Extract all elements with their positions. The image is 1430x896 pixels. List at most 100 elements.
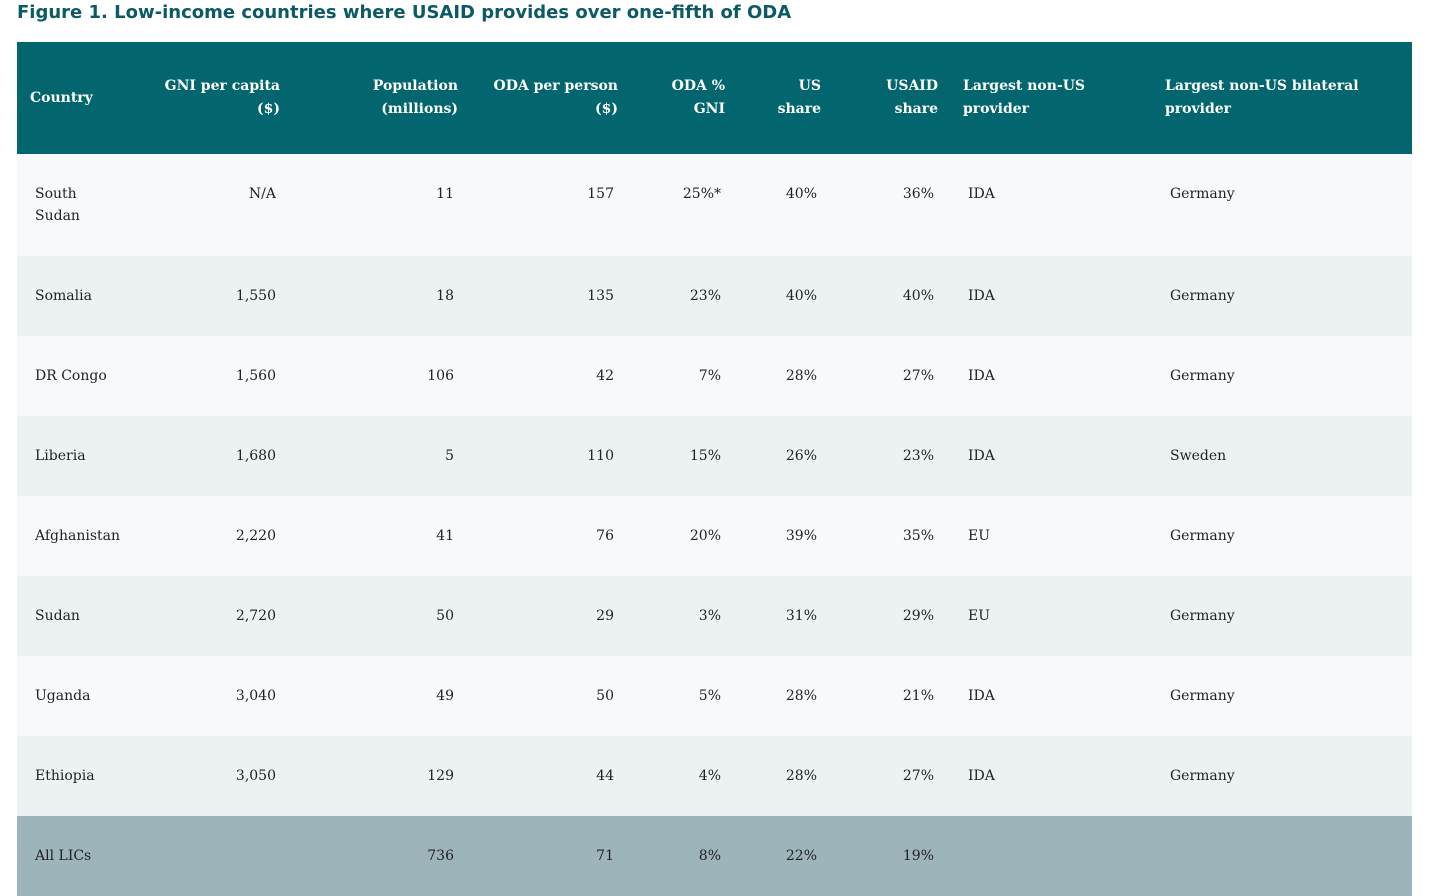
- cell-population: 50: [297, 576, 475, 656]
- cell-oda-person: 71: [475, 816, 635, 896]
- total-row: All LICs 736 71 8% 22% 19%: [17, 816, 1412, 896]
- cell-oda-person: 42: [475, 336, 635, 416]
- cell-non-us: IDA: [950, 256, 1152, 336]
- cell-oda-person: 44: [475, 736, 635, 816]
- cell-gni: 3,040: [155, 656, 297, 736]
- cell-us-share: 31%: [742, 576, 833, 656]
- cell-usaid-share: 23%: [833, 416, 950, 496]
- cell-usaid-share: 40%: [833, 256, 950, 336]
- cell-population: 5: [297, 416, 475, 496]
- cell-gni: 2,720: [155, 576, 297, 656]
- cell-country: Ethiopia: [17, 736, 155, 816]
- header-usaid-share: USAID share: [833, 42, 950, 154]
- cell-oda-gni: 23%: [635, 256, 742, 336]
- cell-non-us-bilateral: Germany: [1152, 154, 1412, 256]
- cell-non-us: IDA: [950, 336, 1152, 416]
- cell-gni: [155, 816, 297, 896]
- cell-oda-person: 29: [475, 576, 635, 656]
- cell-non-us: EU: [950, 496, 1152, 576]
- cell-oda-gni: 8%: [635, 816, 742, 896]
- cell-country: Uganda: [17, 656, 155, 736]
- cell-oda-gni: 15%: [635, 416, 742, 496]
- cell-country: Liberia: [17, 416, 155, 496]
- header-oda-per-person: ODA per person ($): [475, 42, 635, 154]
- cell-country: South Sudan: [17, 154, 155, 256]
- cell-usaid-share: 21%: [833, 656, 950, 736]
- cell-non-us-bilateral: Germany: [1152, 736, 1412, 816]
- cell-usaid-share: 27%: [833, 736, 950, 816]
- cell-country: DR Congo: [17, 336, 155, 416]
- cell-population: 41: [297, 496, 475, 576]
- cell-oda-person: 135: [475, 256, 635, 336]
- cell-oda-gni: 20%: [635, 496, 742, 576]
- cell-usaid-share: 19%: [833, 816, 950, 896]
- cell-country: Afghanistan: [17, 496, 155, 576]
- table-row: Afghanistan 2,220 41 76 20% 39% 35% EU G…: [17, 496, 1412, 576]
- cell-oda-gni: 25%*: [635, 154, 742, 256]
- cell-us-share: 28%: [742, 336, 833, 416]
- header-gni-per-capita: GNI per capita ($): [155, 42, 297, 154]
- figure-title: Figure 1. Low-income countries where USA…: [17, 2, 792, 23]
- table-row: Ethiopia 3,050 129 44 4% 28% 27% IDA Ger…: [17, 736, 1412, 816]
- cell-gni: 1,680: [155, 416, 297, 496]
- table-row: Somalia 1,550 18 135 23% 40% 40% IDA Ger…: [17, 256, 1412, 336]
- cell-non-us-bilateral: [1152, 816, 1412, 896]
- cell-population: 106: [297, 336, 475, 416]
- cell-us-share: 22%: [742, 816, 833, 896]
- cell-gni: 1,550: [155, 256, 297, 336]
- cell-country: Sudan: [17, 576, 155, 656]
- cell-non-us-bilateral: Germany: [1152, 496, 1412, 576]
- cell-population: 736: [297, 816, 475, 896]
- cell-oda-person: 110: [475, 416, 635, 496]
- cell-country: Somalia: [17, 256, 155, 336]
- cell-us-share: 28%: [742, 656, 833, 736]
- cell-non-us-bilateral: Germany: [1152, 256, 1412, 336]
- cell-us-share: 40%: [742, 256, 833, 336]
- cell-population: 129: [297, 736, 475, 816]
- header-population: Population (millions): [297, 42, 475, 154]
- header-largest-non-us: Largest non-US provider: [950, 42, 1152, 154]
- cell-oda-person: 157: [475, 154, 635, 256]
- cell-population: 18: [297, 256, 475, 336]
- cell-us-share: 26%: [742, 416, 833, 496]
- table-row: Uganda 3,040 49 50 5% 28% 21% IDA German…: [17, 656, 1412, 736]
- cell-usaid-share: 27%: [833, 336, 950, 416]
- cell-oda-gni: 3%: [635, 576, 742, 656]
- cell-oda-gni: 7%: [635, 336, 742, 416]
- cell-us-share: 39%: [742, 496, 833, 576]
- cell-gni: 3,050: [155, 736, 297, 816]
- cell-us-share: 28%: [742, 736, 833, 816]
- cell-non-us: [950, 816, 1152, 896]
- cell-gni: N/A: [155, 154, 297, 256]
- table-row: South Sudan N/A 11 157 25%* 40% 36% IDA …: [17, 154, 1412, 256]
- cell-non-us-bilateral: Germany: [1152, 656, 1412, 736]
- cell-usaid-share: 29%: [833, 576, 950, 656]
- cell-non-us: IDA: [950, 656, 1152, 736]
- cell-country: All LICs: [17, 816, 155, 896]
- cell-usaid-share: 36%: [833, 154, 950, 256]
- cell-non-us-bilateral: Sweden: [1152, 416, 1412, 496]
- header-row: Country GNI per capita ($) Population (mil…: [17, 42, 1412, 154]
- cell-oda-person: 76: [475, 496, 635, 576]
- cell-oda-gni: 5%: [635, 656, 742, 736]
- cell-non-us-bilateral: Germany: [1152, 336, 1412, 416]
- header-largest-non-us-bilateral: Largest non-US bilateral provider: [1152, 42, 1412, 154]
- cell-population: 49: [297, 656, 475, 736]
- cell-oda-person: 50: [475, 656, 635, 736]
- cell-non-us: IDA: [950, 416, 1152, 496]
- table-row: Liberia 1,680 5 110 15% 26% 23% IDA Swed…: [17, 416, 1412, 496]
- cell-usaid-share: 35%: [833, 496, 950, 576]
- oda-table: Country GNI per capita ($) Population (mil…: [17, 42, 1412, 896]
- cell-non-us: EU: [950, 576, 1152, 656]
- cell-gni: 2,220: [155, 496, 297, 576]
- table-row: Sudan 2,720 50 29 3% 31% 29% EU Germany: [17, 576, 1412, 656]
- header-us-share: US share: [742, 42, 833, 154]
- cell-non-us: IDA: [950, 736, 1152, 816]
- table-row: DR Congo 1,560 106 42 7% 28% 27% IDA Ger…: [17, 336, 1412, 416]
- cell-us-share: 40%: [742, 154, 833, 256]
- header-country: Country: [17, 42, 155, 154]
- cell-gni: 1,560: [155, 336, 297, 416]
- header-oda-gni: ODA % GNI: [635, 42, 742, 154]
- cell-oda-gni: 4%: [635, 736, 742, 816]
- cell-non-us: IDA: [950, 154, 1152, 256]
